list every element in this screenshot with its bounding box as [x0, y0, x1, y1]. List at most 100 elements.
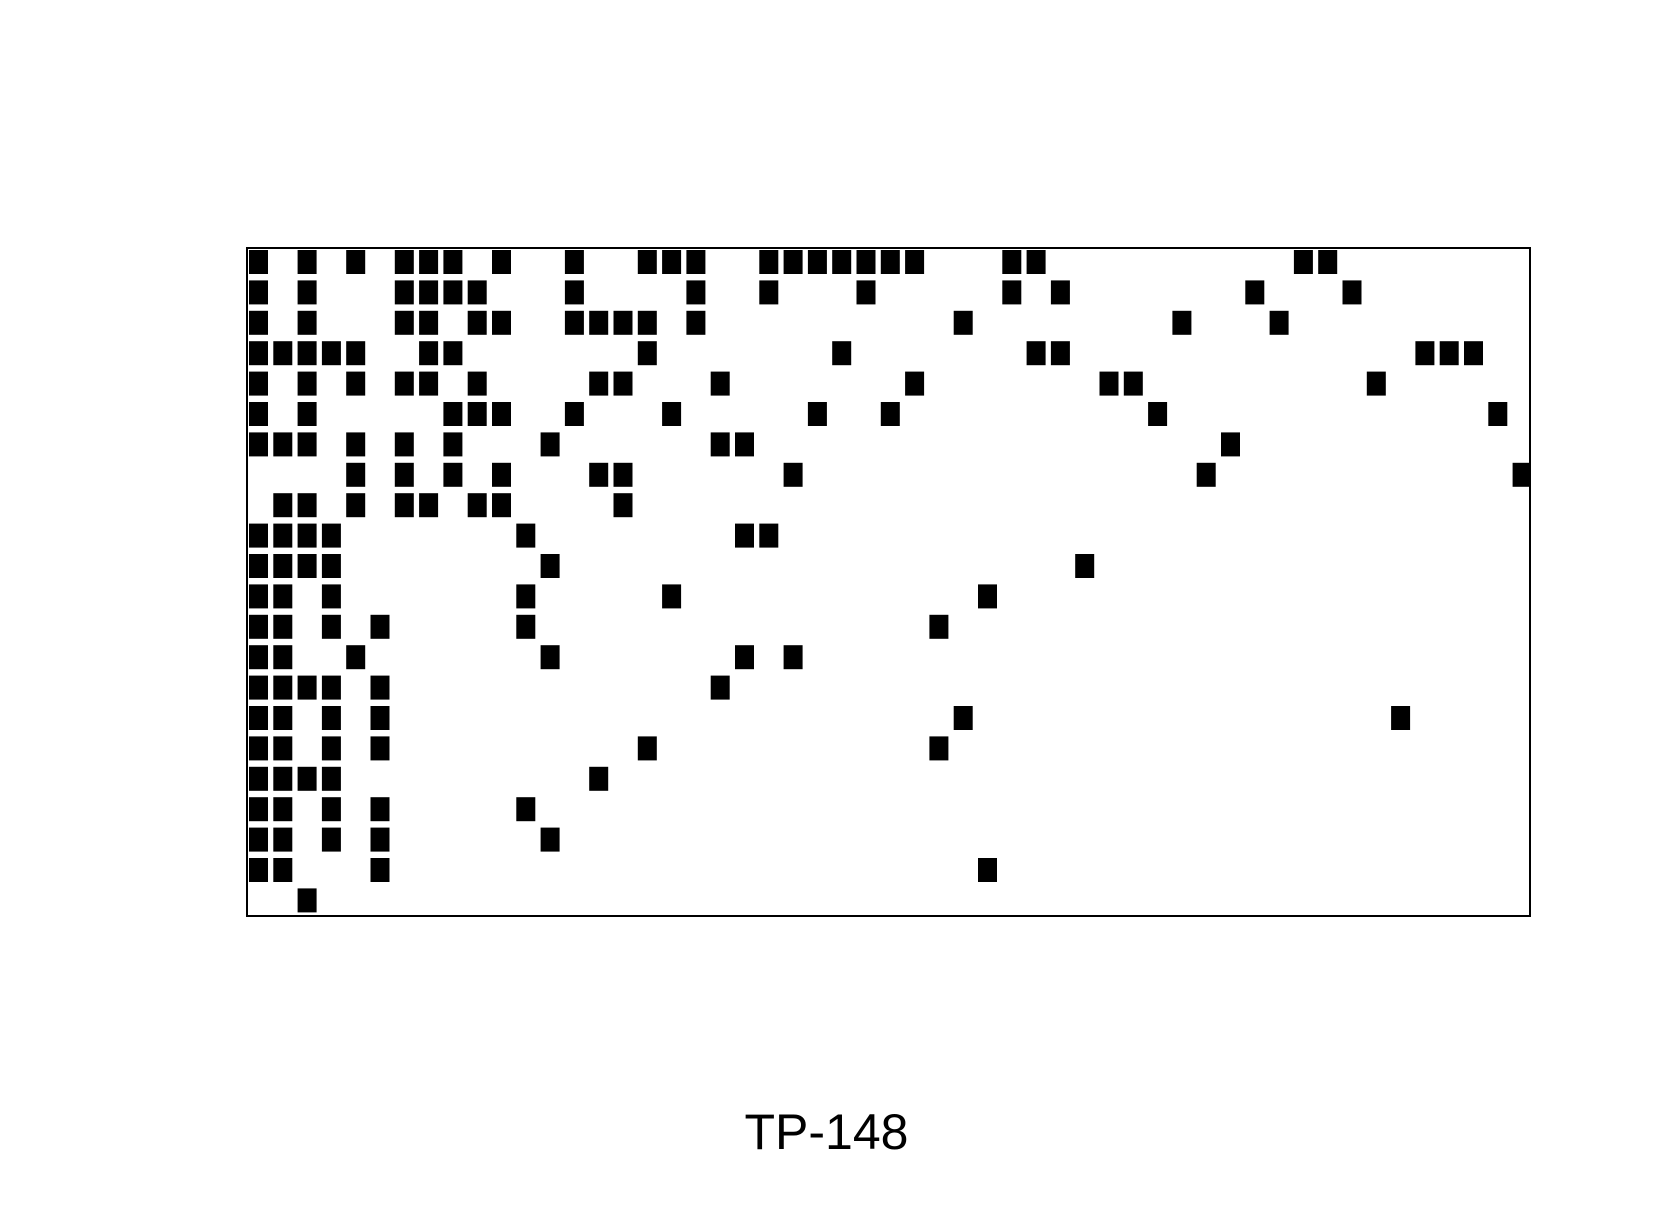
matrix-frame [246, 247, 1531, 917]
matrix-cell [249, 371, 268, 396]
matrix-cell [589, 462, 609, 487]
matrix-cell [589, 766, 609, 791]
matrix-cell [273, 858, 293, 882]
matrix-cell [443, 462, 463, 487]
matrix-cell [1488, 402, 1508, 426]
matrix-cell [540, 645, 560, 670]
matrix-cell [346, 371, 366, 396]
matrix-cell [321, 584, 341, 609]
matrix-cell [321, 827, 341, 852]
matrix-cell [492, 310, 511, 335]
matrix-cell [273, 614, 293, 639]
matrix-cell [686, 280, 706, 305]
matrix-cell [346, 645, 366, 670]
matrix-cell [273, 736, 293, 761]
matrix-cell [321, 736, 341, 761]
matrix-cell [492, 493, 511, 518]
matrix-cell [467, 493, 487, 518]
matrix-cell [613, 493, 633, 518]
matrix-cell [662, 250, 682, 274]
matrix-cell [370, 675, 390, 700]
matrix-cell [297, 675, 317, 700]
matrix-cell [273, 554, 293, 578]
matrix-cell [1269, 310, 1289, 335]
matrix-cell [346, 493, 366, 518]
matrix-cell [297, 250, 317, 274]
matrix-cell [273, 432, 293, 457]
matrix-cell [394, 493, 414, 518]
matrix-cell [1050, 341, 1070, 366]
matrix-cell [1026, 341, 1046, 366]
matrix-cell [370, 858, 390, 882]
matrix-cell [249, 858, 268, 882]
matrix-cell [832, 250, 852, 274]
matrix-cell [1026, 250, 1046, 274]
matrix-cell [346, 250, 366, 274]
matrix-cell [1439, 341, 1459, 366]
matrix-cell [662, 402, 682, 426]
matrix-cell [321, 706, 341, 730]
matrix-cell [273, 493, 293, 518]
matrix-cell [492, 250, 511, 274]
matrix-cell [1415, 341, 1435, 366]
matrix-cell [832, 341, 852, 366]
matrix-cell [613, 462, 633, 487]
matrix-cell [564, 250, 584, 274]
matrix-cell [1148, 402, 1168, 426]
matrix-cell [297, 341, 317, 366]
matrix-cell [419, 493, 439, 518]
matrix-cell [540, 554, 560, 578]
matrix-cell [783, 250, 803, 274]
matrix-cell [1391, 706, 1411, 730]
matrix-cell [467, 402, 487, 426]
matrix-cell [686, 250, 706, 274]
matrix-cell [443, 402, 463, 426]
matrix-cell [929, 736, 949, 761]
matrix-cell [249, 584, 268, 609]
matrix-cell [321, 614, 341, 639]
matrix-cell [929, 614, 949, 639]
matrix-cell [249, 675, 268, 700]
matrix-cell [880, 250, 900, 274]
matrix-cell [249, 706, 268, 730]
matrix-cell [297, 766, 317, 791]
matrix-cell [249, 402, 268, 426]
matrix-cell [443, 250, 463, 274]
matrix-cell [759, 523, 779, 548]
matrix-cell [516, 584, 536, 609]
matrix-cell [540, 827, 560, 852]
matrix-cell [613, 310, 633, 335]
matrix-cell [297, 402, 317, 426]
matrix-cell [273, 523, 293, 548]
matrix-cell [419, 310, 439, 335]
matrix-cell [637, 736, 657, 761]
matrix-cell [735, 645, 754, 670]
matrix-cell [249, 310, 268, 335]
matrix-cell [1099, 371, 1119, 396]
matrix-cell [905, 250, 925, 274]
matrix-cell [370, 797, 390, 822]
matrix-cell [321, 523, 341, 548]
matrix-cell [1464, 341, 1483, 366]
matrix-cell [394, 371, 414, 396]
matrix-cell [394, 432, 414, 457]
matrix-cell [346, 341, 366, 366]
matrix-cell [394, 250, 414, 274]
matrix-cell [1172, 310, 1192, 335]
matrix-cell [297, 371, 317, 396]
matrix-cell [564, 402, 584, 426]
matrix-cell [297, 888, 317, 913]
matrix-cell [1293, 250, 1313, 274]
matrix-cell [273, 797, 293, 822]
matrix-cell [249, 280, 268, 305]
matrix-cell [394, 462, 414, 487]
matrix-cell [370, 736, 390, 761]
matrix-cell [516, 614, 536, 639]
matrix-cell [516, 797, 536, 822]
matrix-cell [662, 584, 682, 609]
matrix-cell [370, 614, 390, 639]
matrix-cell [321, 797, 341, 822]
matrix-cell [589, 371, 609, 396]
matrix-cell [637, 310, 657, 335]
matrix-cell [249, 736, 268, 761]
